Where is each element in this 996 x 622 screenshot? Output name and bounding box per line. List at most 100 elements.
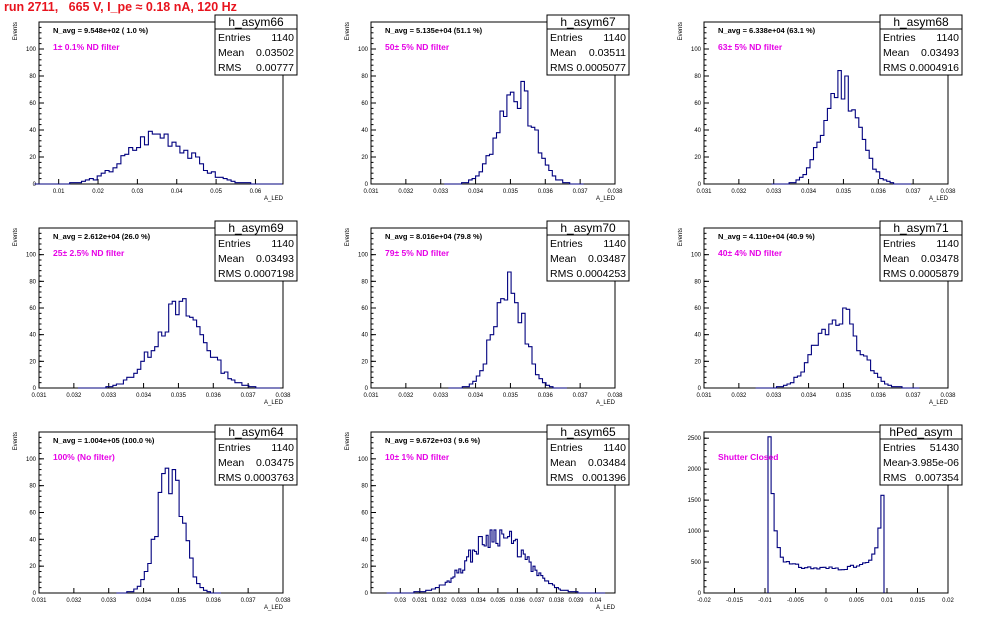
x-tick-label: 0.032 bbox=[398, 393, 414, 399]
y-axis-title: Events bbox=[345, 228, 351, 246]
y-axis-title: Events bbox=[678, 228, 684, 246]
histogram-panel-h_asym70: 0 20 40 60 80 100 0.031 0.032 0.033 0.034 0.035 0.0… bbox=[345, 220, 630, 406]
stats-box-title: h_asym69 bbox=[228, 221, 284, 235]
stats-mean-value: -3.985e-06 bbox=[908, 457, 959, 469]
x-tick-label: 0.01 bbox=[53, 189, 65, 195]
stats-box-title: hPed_asym bbox=[889, 425, 952, 439]
histogram-series bbox=[448, 271, 567, 389]
y-axis-title: Events bbox=[345, 432, 351, 450]
x-tick-label: 0.02 bbox=[92, 189, 104, 195]
y-axis-title: Events bbox=[13, 432, 19, 450]
histogram-panel-h_asym64: 0 20 40 60 80 100 0.031 0.032 0.033 0.034 0.035 0.0… bbox=[13, 424, 298, 611]
x-tick-label: 0.031 bbox=[696, 189, 712, 195]
x-axis-title: A_LED bbox=[596, 400, 616, 406]
stats-rms-label: RMS bbox=[883, 472, 906, 484]
navg-annotation: N_avg = 9.672e+03 ( 9.6 %) bbox=[385, 436, 481, 445]
stats-mean-value: 0.03493 bbox=[256, 253, 294, 265]
x-tick-label: 0.033 bbox=[766, 189, 782, 195]
x-tick-label: 0.037 bbox=[241, 393, 257, 399]
stats-mean-value: 0.03487 bbox=[588, 253, 626, 265]
stats-box bbox=[879, 424, 963, 486]
stats-box bbox=[214, 14, 298, 76]
x-axis-title: A_LED bbox=[264, 196, 284, 202]
histogram-panel-h_asym69: 0 20 40 60 80 100 0.031 0.032 0.033 0.034 0.035 0.0… bbox=[13, 220, 298, 406]
navg-annotation: N_avg = 8.016e+04 (79.8 %) bbox=[385, 232, 483, 241]
x-tick-label: 0.05 bbox=[210, 189, 222, 195]
stats-mean-label: Mean bbox=[218, 253, 244, 265]
histogram-series bbox=[386, 529, 606, 594]
stats-entries-value: 1140 bbox=[936, 238, 959, 250]
navg-annotation: N_avg = 4.110e+04 (40.9 %) bbox=[718, 232, 815, 241]
stats-mean-label: Mean bbox=[883, 457, 909, 469]
x-tick-label: 0.01 bbox=[881, 598, 893, 604]
histogram-panel-h_asym67: 0 20 40 60 80 100 0.031 0.032 0.033 0.034 0.035 0.0… bbox=[345, 14, 630, 202]
stats-rms-label: RMS bbox=[218, 472, 241, 484]
histogram-series bbox=[771, 70, 912, 185]
x-tick-label: 0 bbox=[824, 598, 828, 604]
filter-annotation: 100% (No filter) bbox=[53, 452, 115, 462]
y-tick-label: 500 bbox=[691, 560, 702, 566]
x-tick-label: 0.037 bbox=[241, 598, 257, 604]
navg-annotation: N_avg = 6.338e+04 (63.1 %) bbox=[718, 26, 816, 35]
histogram-series bbox=[34, 130, 283, 185]
filter-annotation: 25± 2.5% ND filter bbox=[53, 248, 125, 258]
stats-mean-label: Mean bbox=[883, 253, 909, 265]
histogram-series bbox=[767, 436, 885, 593]
y-tick-label: 40 bbox=[361, 333, 368, 339]
y-tick-label: 60 bbox=[29, 101, 36, 107]
y-tick-label: 80 bbox=[29, 279, 36, 285]
y-tick-label: 0 bbox=[33, 591, 37, 597]
y-tick-label: 80 bbox=[361, 74, 368, 80]
x-tick-label: 0.035 bbox=[490, 598, 506, 604]
y-tick-label: 100 bbox=[26, 253, 37, 259]
y-tick-label: 100 bbox=[358, 457, 369, 463]
histogram-panel-hPed_asym: 0 500 1000 1500 2000 2500 -0.02 -0.015 -0.01 -0.0… bbox=[688, 424, 963, 604]
x-tick-label: 0.038 bbox=[275, 393, 291, 399]
x-tick-label: 0.005 bbox=[849, 598, 865, 604]
y-tick-label: 1000 bbox=[688, 529, 702, 535]
y-tick-label: 60 bbox=[29, 511, 36, 517]
y-tick-label: 60 bbox=[361, 511, 368, 517]
x-tick-label: 0.031 bbox=[412, 598, 428, 604]
y-tick-label: 20 bbox=[29, 359, 36, 365]
x-tick-label: 0.038 bbox=[940, 189, 956, 195]
x-tick-label: 0.033 bbox=[101, 598, 117, 604]
run-title: run 2711, 665 V, I_pe ≈ 0.18 nA, 120 Hz bbox=[4, 0, 237, 14]
histogram-series bbox=[755, 307, 920, 389]
y-tick-label: 60 bbox=[361, 101, 368, 107]
stats-entries-label: Entries bbox=[883, 32, 916, 44]
y-tick-label: 0 bbox=[698, 182, 702, 188]
x-tick-label: 0.038 bbox=[275, 598, 291, 604]
stats-entries-label: Entries bbox=[883, 238, 916, 250]
y-tick-label: 40 bbox=[694, 333, 701, 339]
y-tick-label: 20 bbox=[361, 564, 368, 570]
x-tick-label: 0.034 bbox=[801, 189, 817, 195]
stats-mean-label: Mean bbox=[550, 47, 576, 59]
x-tick-label: 0.033 bbox=[451, 598, 467, 604]
x-tick-label: 0.035 bbox=[836, 189, 852, 195]
y-tick-label: 80 bbox=[29, 74, 36, 80]
x-axis-title: A_LED bbox=[264, 605, 284, 611]
histogram-panel-h_asym71: 0 20 40 60 80 100 0.031 0.032 0.033 0.034 0.035 0.0… bbox=[678, 220, 963, 406]
stats-rms-value: 0.0004916 bbox=[909, 62, 959, 74]
x-axis-title: A_LED bbox=[264, 400, 284, 406]
x-axis-title: A_LED bbox=[929, 400, 949, 406]
stats-rms-label: RMS bbox=[550, 472, 573, 484]
filter-annotation: 63± 5% ND filter bbox=[718, 42, 783, 52]
x-tick-label: 0.032 bbox=[398, 189, 414, 195]
y-tick-label: 0 bbox=[365, 386, 369, 392]
y-tick-label: 20 bbox=[361, 155, 368, 161]
x-tick-label: 0.031 bbox=[696, 393, 712, 399]
x-tick-label: 0.031 bbox=[31, 598, 47, 604]
x-tick-label: 0.032 bbox=[66, 393, 82, 399]
navg-annotation: N_avg = 5.135e+04 (51.1 %) bbox=[385, 26, 483, 35]
stats-box-title: h_asym66 bbox=[228, 15, 284, 29]
stats-mean-label: Mean bbox=[550, 253, 576, 265]
stats-box bbox=[879, 220, 963, 282]
x-tick-label: 0.036 bbox=[510, 598, 526, 604]
stats-box-title: h_asym64 bbox=[228, 425, 284, 439]
stats-rms-value: 0.0005077 bbox=[576, 62, 626, 74]
x-tick-label: 0.038 bbox=[940, 393, 956, 399]
stats-box bbox=[546, 14, 630, 76]
